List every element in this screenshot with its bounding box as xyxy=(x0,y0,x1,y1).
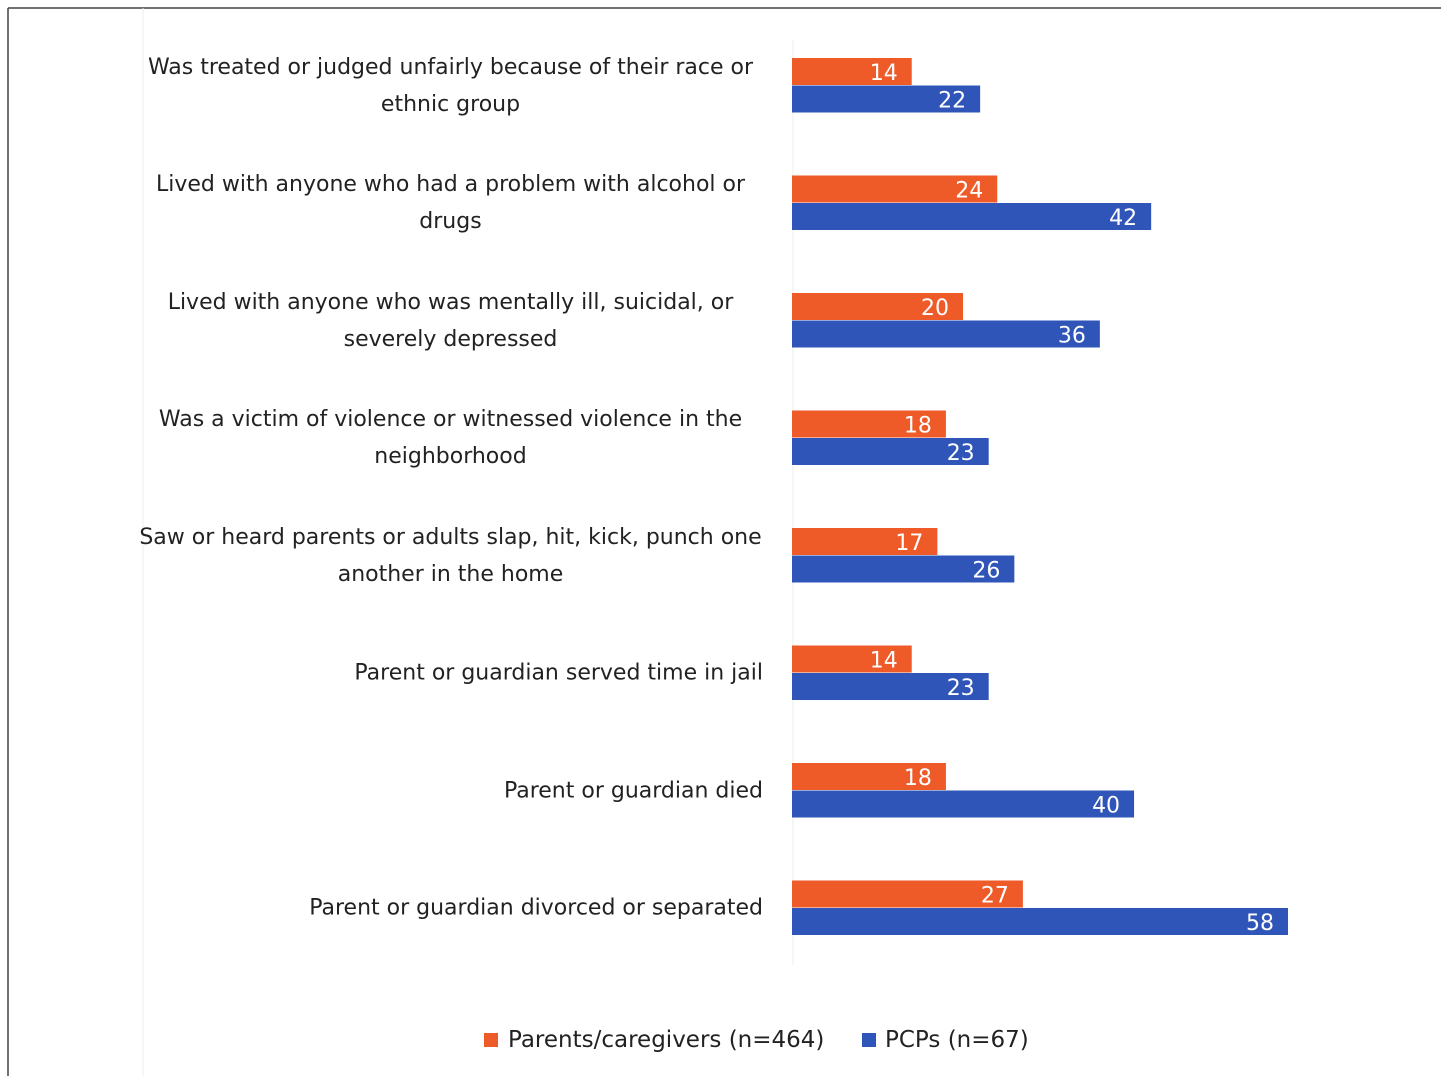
legend-label: PCPs (n=67) xyxy=(885,1027,1029,1053)
data-label: 17 xyxy=(895,531,923,556)
bar xyxy=(792,880,1023,908)
category-label: Was treated or judged unfairly because o… xyxy=(147,54,754,117)
data-label: 58 xyxy=(1246,911,1274,936)
bar xyxy=(792,410,946,438)
legend-swatch xyxy=(484,1033,498,1047)
category-label: Parent or guardian died xyxy=(503,778,763,803)
data-label: 42 xyxy=(1109,206,1137,231)
bar xyxy=(792,203,1152,230)
legend-label: Parents/caregivers (n=464) xyxy=(508,1027,825,1053)
bar xyxy=(792,763,946,790)
category-label: Saw or heard parents or adults slap, hit… xyxy=(139,524,762,587)
data-label: 24 xyxy=(955,178,983,203)
legend-swatch xyxy=(862,1033,876,1047)
data-label: 36 xyxy=(1058,323,1086,348)
data-label: 18 xyxy=(904,413,932,438)
data-label: 27 xyxy=(981,883,1009,908)
data-label: 14 xyxy=(870,648,898,673)
data-label: 18 xyxy=(904,766,932,791)
category-label: Lived with anyone who had a problem with… xyxy=(155,172,746,234)
bar xyxy=(792,555,1015,583)
bar xyxy=(792,293,964,320)
category-label: Lived with anyone who was mentally ill, … xyxy=(167,289,734,352)
bar xyxy=(792,438,989,465)
bar xyxy=(792,528,938,555)
bar xyxy=(792,790,1135,818)
bar xyxy=(792,645,912,673)
data-label: 26 xyxy=(972,558,1000,583)
bar xyxy=(792,673,989,700)
data-label: 20 xyxy=(921,296,949,321)
data-label: 40 xyxy=(1092,793,1120,818)
bar xyxy=(792,85,981,113)
category-label: Parent or guardian divorced or separated xyxy=(309,895,763,921)
bar xyxy=(792,58,912,85)
data-label: 23 xyxy=(947,441,975,466)
data-label: 22 xyxy=(938,88,966,113)
data-label: 23 xyxy=(947,676,975,701)
data-label: 14 xyxy=(870,61,898,86)
category-label: Parent or guardian served time in jail xyxy=(354,660,763,686)
category-label: Was a victim of violence or witnessed vi… xyxy=(158,407,743,469)
bar xyxy=(792,908,1288,935)
bar xyxy=(792,320,1100,348)
bar xyxy=(792,175,998,203)
